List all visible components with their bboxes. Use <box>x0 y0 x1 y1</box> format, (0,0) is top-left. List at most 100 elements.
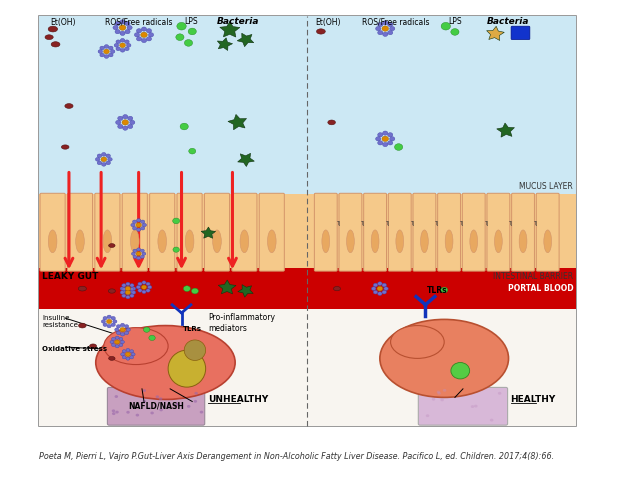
Circle shape <box>116 120 121 124</box>
FancyBboxPatch shape <box>40 193 65 271</box>
Ellipse shape <box>90 344 97 348</box>
Ellipse shape <box>371 230 379 252</box>
Ellipse shape <box>317 29 325 34</box>
FancyBboxPatch shape <box>204 193 230 271</box>
Circle shape <box>141 38 147 43</box>
FancyBboxPatch shape <box>95 193 120 271</box>
Circle shape <box>143 400 146 403</box>
Circle shape <box>122 120 129 125</box>
Circle shape <box>195 392 198 395</box>
Circle shape <box>147 29 152 33</box>
FancyBboxPatch shape <box>419 387 508 425</box>
Ellipse shape <box>78 286 86 291</box>
Circle shape <box>390 137 395 141</box>
Text: Insuline
resistance: Insuline resistance <box>42 315 78 328</box>
Circle shape <box>136 228 141 231</box>
Ellipse shape <box>168 350 205 387</box>
Ellipse shape <box>451 362 470 379</box>
FancyBboxPatch shape <box>511 26 530 39</box>
Ellipse shape <box>519 230 527 252</box>
Circle shape <box>97 161 102 165</box>
Circle shape <box>130 288 134 291</box>
FancyBboxPatch shape <box>487 193 510 271</box>
Circle shape <box>101 157 107 162</box>
Circle shape <box>133 255 137 258</box>
Circle shape <box>116 40 120 44</box>
Circle shape <box>141 227 145 230</box>
Circle shape <box>176 403 179 406</box>
Circle shape <box>100 46 104 50</box>
Circle shape <box>123 115 128 119</box>
Circle shape <box>156 396 159 398</box>
Polygon shape <box>218 38 232 50</box>
Circle shape <box>127 44 131 47</box>
Circle shape <box>127 116 132 120</box>
Circle shape <box>159 397 163 400</box>
Circle shape <box>118 124 123 129</box>
Text: TJ: TJ <box>336 221 340 226</box>
Circle shape <box>109 53 113 57</box>
FancyBboxPatch shape <box>413 193 436 271</box>
Circle shape <box>371 287 376 290</box>
Circle shape <box>111 337 115 340</box>
Circle shape <box>194 400 197 403</box>
Ellipse shape <box>396 230 404 252</box>
FancyBboxPatch shape <box>339 193 362 271</box>
Circle shape <box>130 120 135 124</box>
Circle shape <box>120 324 125 327</box>
Circle shape <box>440 398 444 401</box>
Circle shape <box>136 286 140 289</box>
Circle shape <box>141 32 147 37</box>
Ellipse shape <box>346 230 355 252</box>
Circle shape <box>490 419 493 421</box>
Circle shape <box>373 290 378 294</box>
Circle shape <box>108 157 112 161</box>
Text: TJ: TJ <box>459 221 463 226</box>
Circle shape <box>115 328 119 331</box>
Circle shape <box>159 408 163 411</box>
Circle shape <box>383 131 388 135</box>
Circle shape <box>142 223 147 227</box>
Polygon shape <box>228 114 246 130</box>
Circle shape <box>120 333 125 336</box>
Circle shape <box>126 295 130 299</box>
Ellipse shape <box>240 230 249 252</box>
Circle shape <box>106 161 111 165</box>
Circle shape <box>104 55 109 59</box>
Circle shape <box>148 33 154 37</box>
Circle shape <box>188 28 196 35</box>
Text: TJ: TJ <box>508 221 513 226</box>
Circle shape <box>126 411 130 414</box>
Circle shape <box>383 32 388 36</box>
Circle shape <box>146 289 150 292</box>
Ellipse shape <box>104 328 168 364</box>
Ellipse shape <box>61 145 69 149</box>
FancyBboxPatch shape <box>462 193 485 271</box>
Text: Bacteria: Bacteria <box>216 17 259 26</box>
Circle shape <box>126 348 130 351</box>
Circle shape <box>441 23 451 30</box>
Circle shape <box>131 223 135 227</box>
Circle shape <box>382 283 387 287</box>
Circle shape <box>102 163 106 166</box>
Text: LPS: LPS <box>184 17 198 26</box>
Circle shape <box>126 282 130 286</box>
Circle shape <box>112 409 115 412</box>
Ellipse shape <box>109 244 115 248</box>
Circle shape <box>111 316 115 320</box>
Circle shape <box>191 288 198 294</box>
Circle shape <box>143 327 150 332</box>
Circle shape <box>149 335 156 340</box>
Circle shape <box>136 37 141 41</box>
Ellipse shape <box>51 42 60 47</box>
Circle shape <box>116 47 120 51</box>
Circle shape <box>378 282 382 286</box>
Circle shape <box>136 252 141 256</box>
Circle shape <box>426 414 429 417</box>
Ellipse shape <box>212 230 221 252</box>
Text: Et(OH): Et(OH) <box>316 18 341 27</box>
Circle shape <box>114 44 118 47</box>
Circle shape <box>125 331 129 335</box>
Circle shape <box>376 137 381 141</box>
Circle shape <box>137 248 141 251</box>
